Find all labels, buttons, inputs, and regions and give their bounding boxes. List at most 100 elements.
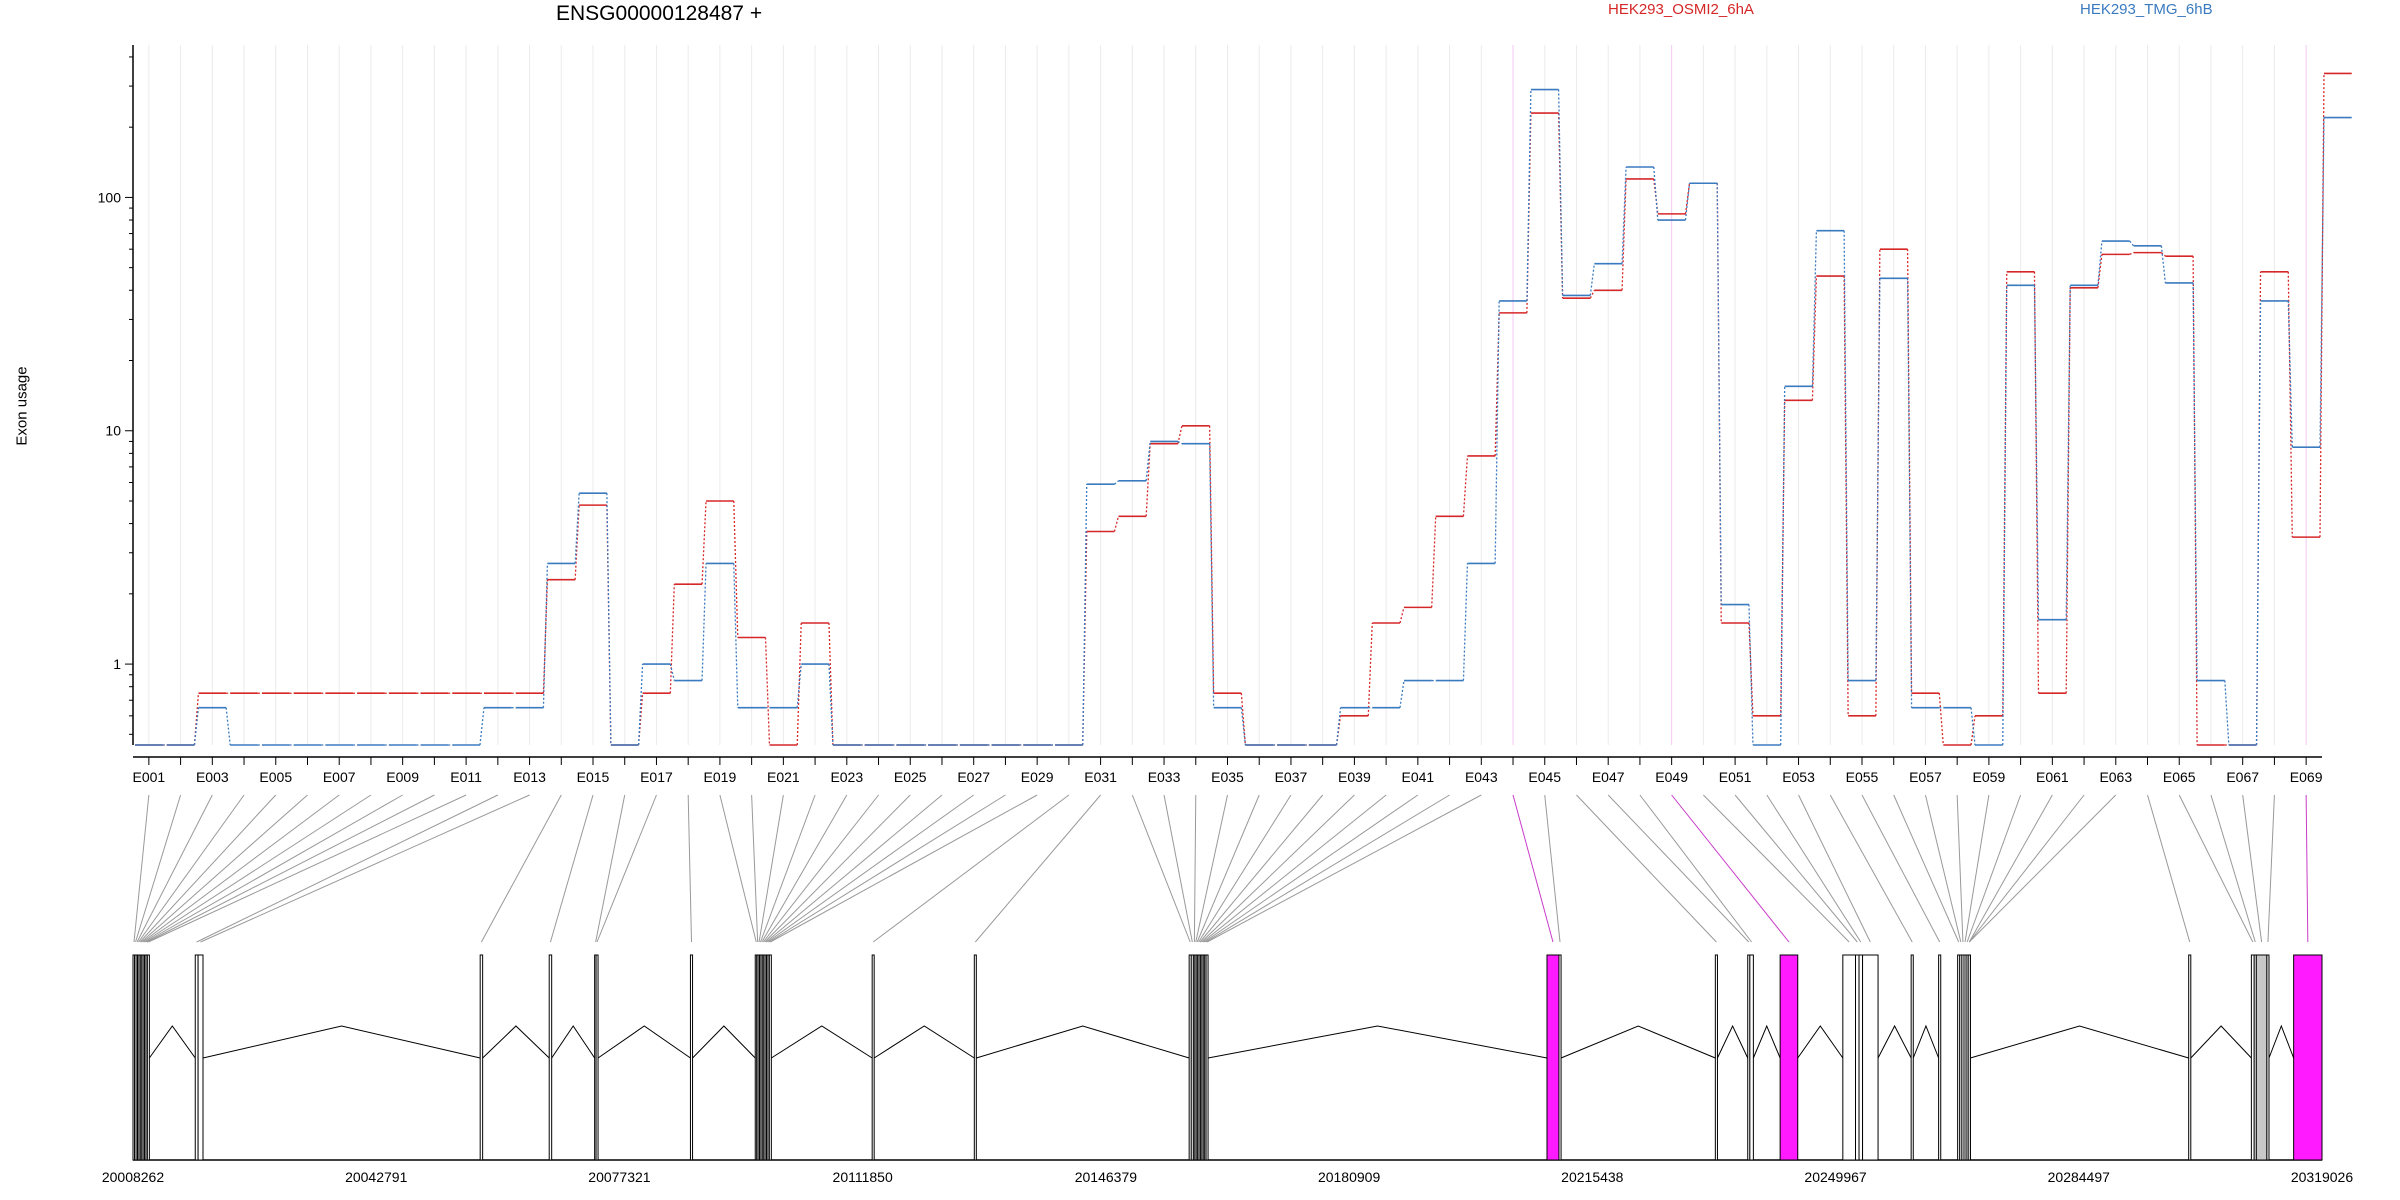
x-tick-label: E007 [323,769,356,785]
intron-line [597,1025,691,1059]
exon-box [1779,954,1799,1161]
exon-box [479,954,484,1161]
mapping-line [549,794,594,943]
coordinate-label: 20215438 [1561,1169,1624,1185]
coordinate-label: 20042791 [345,1169,408,1185]
x-tick-label: E011 [450,769,482,785]
exon-box [1862,954,1879,1161]
x-tick-label: E069 [2290,769,2323,785]
mapping-line [1131,794,1191,943]
x-tick-label: E041 [1401,769,1434,785]
y-tick-label: 1 [113,656,121,672]
mapping-line [1201,794,1355,943]
x-tick-label: E057 [1909,769,1942,785]
mapping-line [1968,794,2053,943]
exon-box [1858,954,1864,1161]
coordinate-label: 20284497 [2048,1169,2111,1185]
exon-box [973,954,977,1161]
exon-box [2266,954,2270,1161]
mapping-line [767,794,974,943]
mapping-line [136,794,213,943]
x-tick-label: E021 [767,769,800,785]
exon-box [1842,954,1857,1161]
intron-line [1797,1025,1844,1059]
intron-line [1560,1025,1716,1059]
mapping-line [1512,794,1554,943]
mapping-line [1734,794,1858,943]
x-tick-label: E031 [1084,769,1117,785]
x-tick-label: E061 [2036,769,2069,785]
intron-line [482,1025,550,1059]
legend-series-osmi2: HEK293_OSMI2_6hA [1608,1,1754,18]
mapping-line [758,794,784,943]
mapping-line [480,794,562,943]
exon-box [1910,954,1914,1161]
intron-line [873,1025,975,1059]
mapping-line [1195,794,1228,943]
mapping-line [1544,794,1561,943]
mapping-line [2147,794,2191,943]
mapping-line [719,794,757,943]
intron-line [1752,1024,1781,1059]
mapping-line [1766,794,1862,943]
mapping-line [1205,794,1450,943]
mapping-line [765,794,943,943]
x-tick-label: E029 [1021,769,1054,785]
coordinate-label: 20008262 [102,1169,165,1185]
exon-box [1749,954,1754,1161]
mapping-line [761,794,848,943]
x-tick-label: E019 [704,769,737,785]
exon-box [2188,954,2192,1161]
exon-box [1855,954,1860,1161]
mapping-line [139,794,277,943]
x-tick-label: E059 [1973,769,2006,785]
exon-box [2255,954,2268,1161]
coordinate-label: 20111850 [833,1169,893,1185]
exon-box [1714,954,1718,1161]
exon-box [1558,954,1562,1161]
y-tick-label: 10 [105,423,121,439]
mapping-line [1576,794,1717,943]
mapping-line [148,794,467,943]
mapping-line [764,794,911,943]
exon-box [595,954,599,1161]
x-tick-label: E015 [577,769,610,785]
intron-line [692,1025,756,1059]
mapping-line [140,794,308,943]
mapping-line [1202,794,1387,943]
intron-line [551,1025,596,1059]
intron-line [771,1025,873,1059]
mapping-line [196,794,499,943]
mapping-line [138,794,245,943]
exon-box [1967,954,1971,1161]
mapping-line [1966,794,2022,943]
exon-box [768,954,772,1161]
x-tick-label: E049 [1655,769,1688,785]
exon-box [548,954,553,1161]
x-tick-label: E043 [1465,769,1498,785]
series-line-1 [135,88,2352,746]
coordinate-label: 20077321 [588,1169,651,1185]
exon-box [871,954,875,1161]
x-tick-label: E009 [386,769,419,785]
mapping-line [760,794,816,943]
mapping-line [762,794,879,943]
coordinate-label: 20146379 [1075,1169,1138,1185]
x-tick-label: E053 [1782,769,1815,785]
series-connector [162,73,2325,746]
intron-line [1207,1025,1548,1059]
mapping-line [1968,794,2117,943]
coordinate-label: 20180909 [1318,1169,1381,1185]
mapping-line [1206,794,1482,943]
mapping-line [2210,794,2256,943]
intron-line [1912,1024,1940,1059]
mapping-line [145,794,403,943]
mapping-line [1798,794,1871,943]
mapping-line [2267,794,2275,943]
x-tick-label: E067 [2226,769,2259,785]
x-tick-label: E027 [957,769,990,785]
mapping-line [1163,794,1193,943]
mapping-line [1199,794,1324,943]
x-tick-label: E035 [1211,769,1244,785]
